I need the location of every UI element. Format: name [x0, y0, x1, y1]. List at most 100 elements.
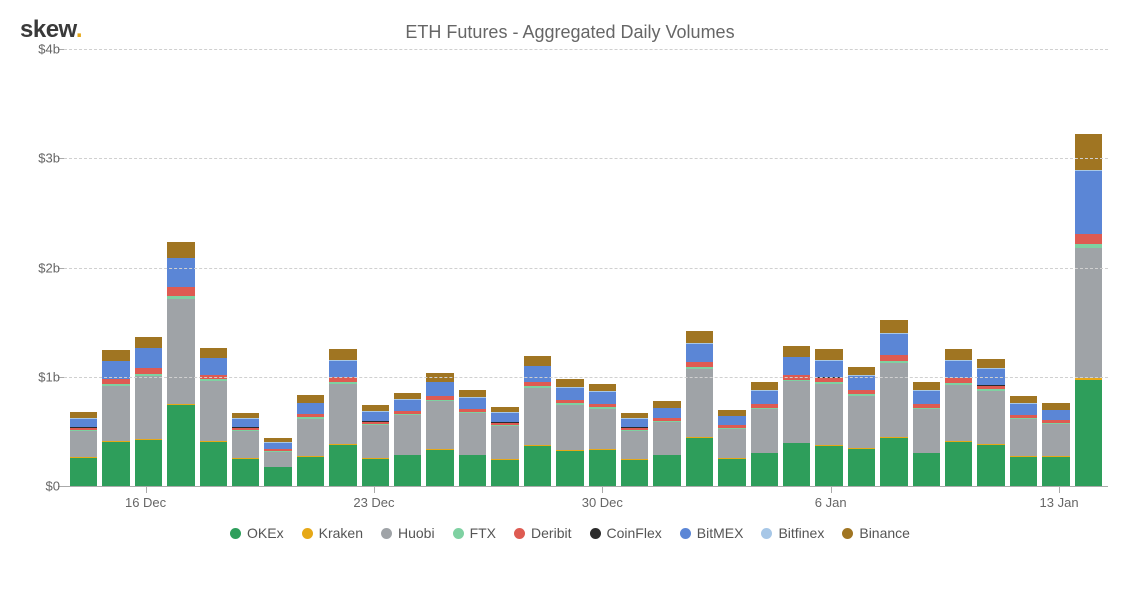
- legend-label: OKEx: [247, 525, 284, 541]
- bar-segment-okex: [913, 453, 940, 486]
- bar-segment-huobi: [653, 422, 680, 455]
- bar-segment-huobi: [459, 413, 486, 455]
- legend-item-coinflex[interactable]: CoinFlex: [590, 525, 662, 541]
- grid-line: [64, 49, 1108, 50]
- legend-item-ftx[interactable]: FTX: [453, 525, 496, 541]
- bar-segment-huobi: [70, 431, 97, 457]
- x-axis-label: 30 Dec: [582, 495, 623, 510]
- grid-line: [64, 377, 1108, 378]
- bar-segment-bitmex: [70, 419, 97, 428]
- x-axis-label: 16 Dec: [125, 495, 166, 510]
- bar-segment-binance: [945, 349, 972, 360]
- bar-segment-binance: [329, 349, 356, 360]
- legend-label: BitMEX: [697, 525, 744, 541]
- legend-swatch-icon: [514, 528, 525, 539]
- bar-segment-binance: [556, 379, 583, 387]
- y-axis-label: $2b: [20, 260, 60, 275]
- bar-segment-bitmex: [524, 366, 551, 381]
- bar-segment-binance: [102, 350, 129, 361]
- legend-swatch-icon: [680, 528, 691, 539]
- bar-segment-bitmex: [945, 361, 972, 378]
- bar-segment-huobi: [394, 415, 421, 454]
- bar-segment-bitmex: [751, 391, 778, 404]
- bar-segment-huobi: [751, 409, 778, 453]
- legend-label: FTX: [470, 525, 496, 541]
- bar-segment-deribit: [167, 287, 194, 296]
- bar-segment-huobi: [524, 388, 551, 445]
- bar-segment-bitmex: [815, 361, 842, 377]
- legend-swatch-icon: [302, 528, 313, 539]
- bar-segment-huobi: [362, 425, 389, 458]
- bar-segment-huobi: [945, 385, 972, 442]
- bar-segment-okex: [524, 446, 551, 486]
- legend-swatch-icon: [761, 528, 772, 539]
- y-axis-label: $3b: [20, 151, 60, 166]
- legend-label: Deribit: [531, 525, 571, 541]
- bar-segment-huobi: [686, 369, 713, 437]
- bar-segment-okex: [653, 455, 680, 486]
- grid-line: [64, 158, 1108, 159]
- bar-segment-bitmex: [297, 403, 324, 414]
- plot-area: $0$1b$2b$3b$4b: [64, 49, 1108, 487]
- legend-swatch-icon: [381, 528, 392, 539]
- legend-item-binance[interactable]: Binance: [842, 525, 910, 541]
- legend-label: Binance: [859, 525, 910, 541]
- x-axis-label: 6 Jan: [815, 495, 847, 510]
- bar-segment-huobi: [977, 391, 1004, 443]
- x-tick: [374, 487, 375, 493]
- x-axis-label: 23 Dec: [353, 495, 394, 510]
- bar-segment-binance: [815, 349, 842, 360]
- bar-segment-okex: [621, 460, 648, 486]
- bar-segment-binance: [589, 384, 616, 392]
- bar-segment-huobi: [264, 452, 291, 467]
- bar-segment-bitmex: [913, 391, 940, 404]
- bar-segment-bitmex: [329, 361, 356, 377]
- bar-segment-okex: [1075, 380, 1102, 486]
- bar-segment-bitmex: [718, 416, 745, 425]
- legend-item-kraken[interactable]: Kraken: [302, 525, 363, 541]
- x-tick: [146, 487, 147, 493]
- legend-swatch-icon: [230, 528, 241, 539]
- plot-outer: $0$1b$2b$3b$4b 16 Dec23 Dec30 Dec6 Jan13…: [64, 49, 1108, 519]
- bar-segment-huobi: [718, 429, 745, 458]
- bar-segment-bitmex: [232, 419, 259, 428]
- bar-segment-bitmex: [621, 419, 648, 428]
- bar-segment-huobi: [297, 419, 324, 456]
- bar-segment-bitmex: [880, 334, 907, 355]
- bar-segment-bitmex: [1010, 404, 1037, 415]
- legend-label: CoinFlex: [607, 525, 662, 541]
- bar-segment-huobi: [135, 376, 162, 439]
- legend-item-bitmex[interactable]: BitMEX: [680, 525, 744, 541]
- bar-segment-okex: [167, 405, 194, 486]
- logo: skew.: [20, 16, 82, 44]
- bar-segment-binance: [459, 390, 486, 398]
- logo-dot: .: [76, 16, 82, 43]
- bar-segment-huobi: [913, 409, 940, 453]
- legend-item-deribit[interactable]: Deribit: [514, 525, 571, 541]
- bar-segment-okex: [200, 442, 227, 486]
- bar-segment-bitmex: [589, 392, 616, 404]
- chart-container: skew. ETH Futures - Aggregated Daily Vol…: [0, 0, 1140, 600]
- bar-segment-huobi: [1010, 419, 1037, 456]
- bar-segment-huobi: [783, 381, 810, 442]
- legend-item-okex[interactable]: OKEx: [230, 525, 284, 541]
- bar-segment-okex: [686, 438, 713, 486]
- bar-segment-bitmex: [200, 358, 227, 374]
- bar-segment-okex: [751, 453, 778, 486]
- bar-segment-okex: [977, 445, 1004, 487]
- legend-item-huobi[interactable]: Huobi: [381, 525, 435, 541]
- bar-segment-bitmex: [394, 400, 421, 411]
- bar-segment-deribit: [1075, 234, 1102, 244]
- bar-segment-binance: [977, 359, 1004, 369]
- bar-segment-okex: [1042, 457, 1069, 486]
- bar-segment-bitmex: [167, 258, 194, 286]
- bar-segment-okex: [135, 440, 162, 486]
- legend-label: Huobi: [398, 525, 435, 541]
- legend-label: Kraken: [319, 525, 363, 541]
- bar-segment-okex: [329, 445, 356, 487]
- bar-segment-okex: [297, 457, 324, 486]
- bar-segment-binance: [524, 356, 551, 366]
- bar-segment-huobi: [848, 396, 875, 448]
- bar-segment-huobi: [1042, 424, 1069, 456]
- legend-item-bitfinex[interactable]: Bitfinex: [761, 525, 824, 541]
